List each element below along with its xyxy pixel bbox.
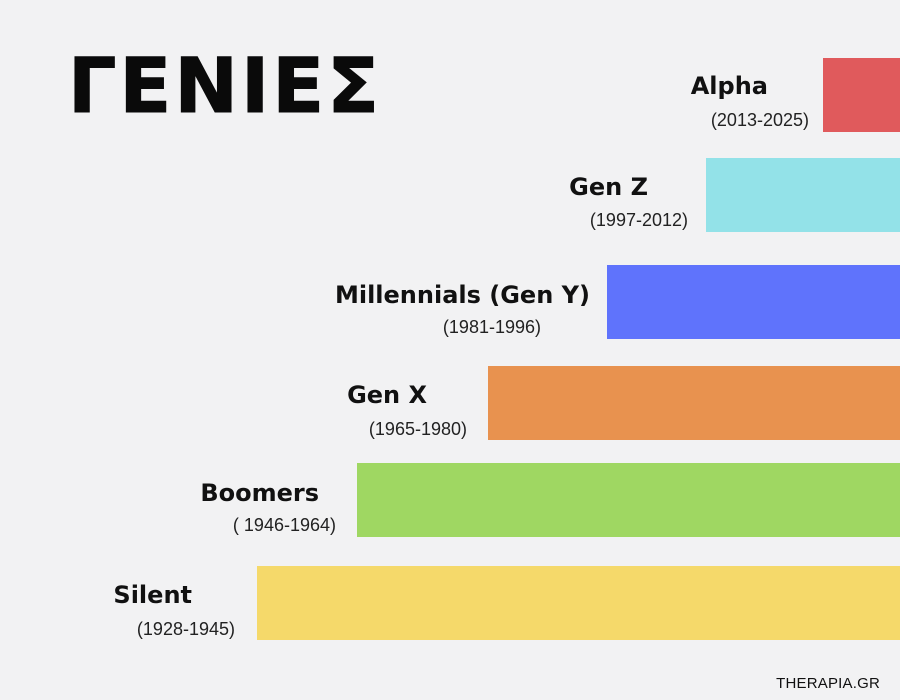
generation-name-gen-z: Gen Z <box>569 173 648 201</box>
bar-alpha <box>823 58 900 132</box>
brand-watermark: THERAPIA.GR <box>776 675 880 692</box>
bar-millennials <box>607 265 900 339</box>
generation-name-boomers: Boomers <box>200 479 319 507</box>
generation-years-gen-x: (1965-1980) <box>368 419 467 439</box>
bar-gen-z <box>706 158 900 232</box>
generation-years-alpha: (2013-2025) <box>710 110 809 130</box>
generation-name-alpha: Alpha <box>690 72 768 100</box>
page-title: ΓΕΝΙΕΣ <box>67 41 383 130</box>
generation-years-millennials: (1981-1996) <box>442 317 541 337</box>
generation-name-millennials: Millennials (Gen Y) <box>334 281 590 309</box>
generation-name-silent: Silent <box>113 581 192 609</box>
bar-boomers <box>357 463 900 537</box>
generation-years-boomers: ( 1946-1964) <box>232 515 336 535</box>
generation-years-silent: (1928-1945) <box>136 619 235 639</box>
generation-name-gen-x: Gen X <box>347 381 427 409</box>
bar-silent <box>257 566 900 640</box>
bar-gen-x <box>488 366 900 440</box>
generation-years-gen-z: (1997-2012) <box>589 210 688 230</box>
